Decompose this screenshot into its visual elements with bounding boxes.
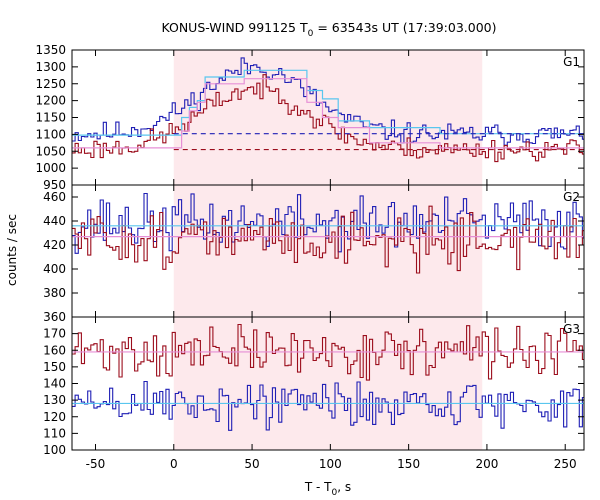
panel-g3: 100 110 120 130 140 150 160 170 G3 [43, 316, 585, 457]
y-tick-label: 160 [43, 343, 66, 357]
y-tick-label: 420 [43, 238, 66, 252]
y-tick-label: 1100 [35, 127, 66, 141]
y-tick-label: 1150 [35, 111, 66, 125]
y-tick-label: 440 [43, 214, 66, 228]
y-tick-label: 380 [43, 286, 66, 300]
series-group [72, 323, 584, 431]
panel-g1: 950 1000 1050 1100 1150 1200 1250 1300 1350 G1 [35, 43, 585, 192]
series-blue-g2 [72, 192, 584, 254]
series-group [72, 192, 584, 274]
panel-g2: 360 380 400 420 440 460 G2 [43, 184, 585, 324]
y-tick-label: 460 [43, 190, 66, 204]
y-tick-label: 130 [43, 393, 66, 407]
x-tick-label: 0 [170, 457, 178, 471]
y-tick-label: 150 [43, 360, 66, 374]
series-group [72, 57, 584, 163]
y-tick-label: 1200 [35, 94, 66, 108]
series-blue-g1 [72, 57, 584, 146]
panel-label: G2 [563, 190, 580, 204]
y-tick-label: 1050 [35, 144, 66, 158]
x-tick-label: 100 [319, 457, 342, 471]
chart-title: KONUS-WIND 991125 T0 = 63543s UT (17:39:… [161, 20, 496, 39]
y-tick-label: 1000 [35, 161, 66, 175]
x-tick-label: 250 [554, 457, 577, 471]
fit-step-pink [72, 78, 584, 149]
highlight-band [173, 185, 483, 317]
y-tick-label: 140 [43, 377, 66, 391]
panel-label: G1 [563, 55, 580, 69]
x-tick-label: 200 [475, 457, 498, 471]
x-tick-label: 150 [397, 457, 420, 471]
x-tick-label: 50 [244, 457, 259, 471]
y-tick-label: 1250 [35, 77, 66, 91]
series-red-g3 [72, 323, 584, 381]
y-tick-label: 1300 [35, 60, 66, 74]
series-blue-g3 [72, 380, 584, 431]
y-tick-label: 120 [43, 410, 66, 424]
y-tick-label: 360 [43, 310, 66, 324]
x-tick-label: -50 [86, 457, 106, 471]
series-red-g1 [72, 74, 584, 163]
y-tick-label: 100 [43, 443, 66, 457]
panels-group: 95010001050110011501200125013001350G1360… [35, 43, 585, 471]
series-red-g2 [72, 205, 584, 274]
y-tick-label: 950 [43, 178, 66, 192]
y-tick-label: 1350 [35, 43, 66, 57]
y-tick-label: 400 [43, 262, 66, 276]
x-axis-label: T - T0, s [304, 480, 351, 498]
y-tick-label: 170 [43, 327, 66, 341]
y-tick-label: 110 [43, 426, 66, 440]
panel-label: G3 [563, 322, 580, 336]
y-axis-label: counts / sec [5, 214, 19, 286]
highlight-band [173, 317, 483, 450]
